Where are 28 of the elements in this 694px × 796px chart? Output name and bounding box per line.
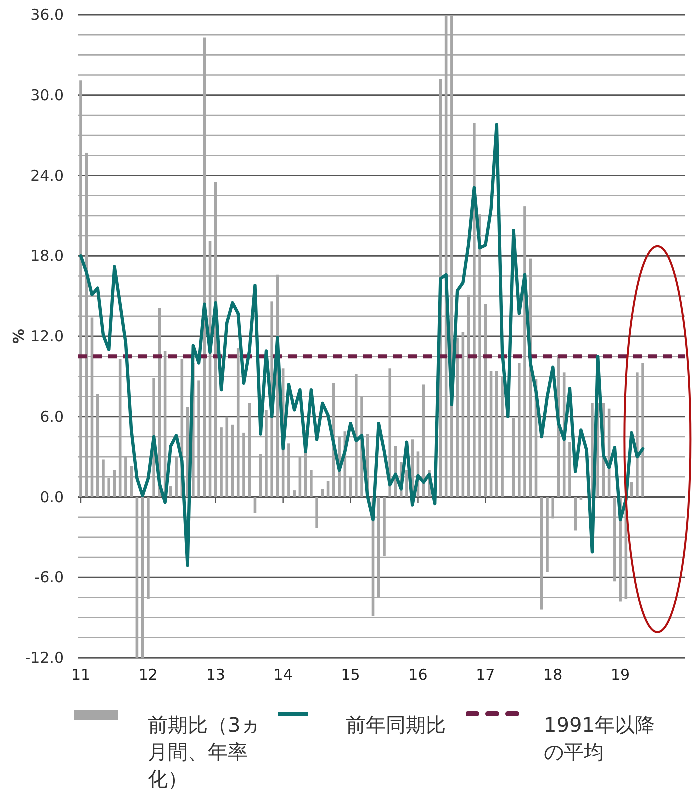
legend-label: 前期比（3ヵ月間、年率化） <box>148 712 262 793</box>
bar <box>326 481 330 498</box>
x-tick-label: 14 <box>274 666 293 684</box>
y-tick-label: 0.0 <box>40 488 64 506</box>
y-tick-label: 24.0 <box>30 166 64 185</box>
y-tick-label: 12.0 <box>30 328 64 346</box>
y-axis-title: % <box>10 328 28 344</box>
x-tick-label: 13 <box>206 666 226 684</box>
legend-label: 1991年以降の平均 <box>544 712 656 766</box>
legend-label: 前年同期比 <box>346 712 447 739</box>
bar <box>321 489 324 498</box>
x-tick-label: 16 <box>408 666 428 684</box>
bar <box>170 486 172 498</box>
y-tick-label: -6.0 <box>34 568 64 587</box>
bar <box>630 482 634 498</box>
y-tick-label: 30.0 <box>30 86 64 104</box>
x-tick-label: 18 <box>544 666 563 684</box>
y-tick-label: 18.0 <box>30 247 64 266</box>
bar <box>293 490 296 498</box>
y-tick-label: 6.0 <box>40 408 64 426</box>
x-tick-label: 19 <box>611 666 630 684</box>
x-tick-label: 17 <box>476 666 496 684</box>
y-tick-label: -12.0 <box>25 649 64 667</box>
x-tick-label: 11 <box>71 666 91 684</box>
x-tick-label: 12 <box>138 666 158 684</box>
x-tick-label: 15 <box>341 666 360 684</box>
line-series <box>79 123 645 568</box>
y-tick-label: 36.0 <box>30 6 64 24</box>
